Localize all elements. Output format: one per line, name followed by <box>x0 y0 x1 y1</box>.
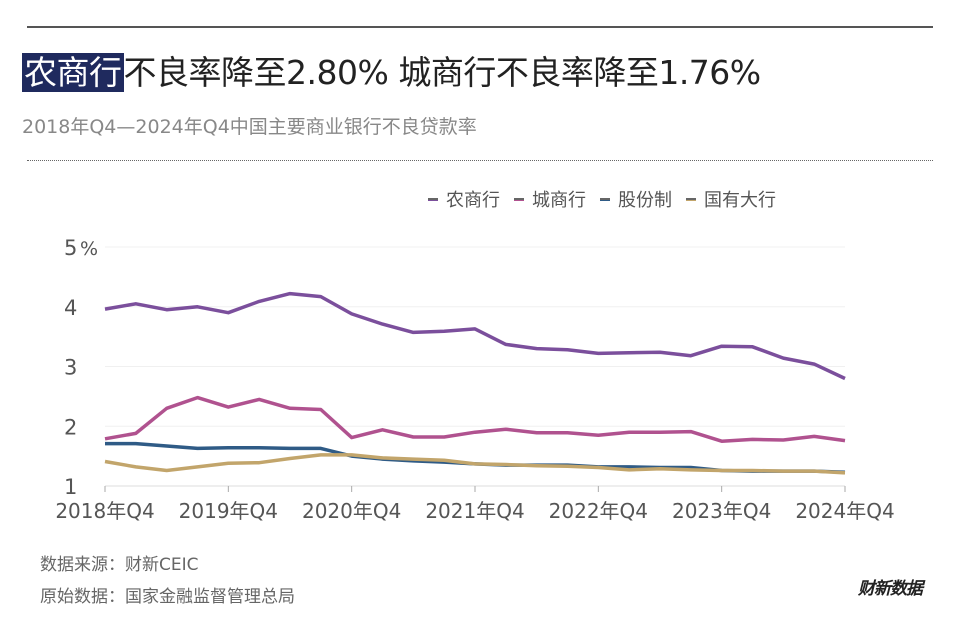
legend-swatch <box>600 197 610 201</box>
origin-note: 原始数据：国家金融监督管理总局 <box>40 587 295 607</box>
y-tick-label: 2 <box>64 415 77 439</box>
legend-item: 城商行 <box>514 186 586 212</box>
legend-swatch <box>514 197 524 201</box>
title-highlight: 农商行 <box>22 53 124 92</box>
y-tick-label: 1 <box>64 475 77 499</box>
legend-item: 股份制 <box>600 186 672 212</box>
title-text: 不良率降至2.80% 城商行不良率降至1.76% <box>123 53 762 92</box>
x-tick-label: 2020年Q4 <box>302 499 401 523</box>
top-rule <box>27 26 933 28</box>
x-tick-label: 2024年Q4 <box>795 499 894 523</box>
legend-label: 城商行 <box>532 190 586 211</box>
chart-subtitle: 2018年Q4—2024年Q4中国主要商业银行不良贷款率 <box>22 116 477 138</box>
legend-item: 农商行 <box>428 186 500 212</box>
x-tick-label: 2019年Q4 <box>179 499 278 523</box>
x-tick-label: 2018年Q4 <box>55 499 154 523</box>
series-line-城商行 <box>104 395 846 443</box>
y-tick-label: 4 <box>64 296 77 320</box>
x-tick-label: 2023年Q4 <box>672 499 771 523</box>
legend-swatch <box>686 197 696 201</box>
series-line-股份制 <box>105 441 846 475</box>
caixin-data-logo: 财新数据 <box>858 579 923 599</box>
legend-label: 农商行 <box>446 190 500 211</box>
y-tick-label: 5 <box>64 236 77 260</box>
source-note: 数据来源：财新CEIC <box>40 555 199 575</box>
series-line-国有大行 <box>104 453 846 475</box>
legend-label: 股份制 <box>618 190 672 211</box>
legend-item: 国有大行 <box>686 186 776 212</box>
legend-label: 国有大行 <box>704 190 776 211</box>
legend: 农商行 城商行 股份制 国有大行 <box>428 186 776 212</box>
x-tick-label: 2022年Q4 <box>549 499 648 523</box>
dotted-divider <box>27 160 933 161</box>
legend-swatch <box>428 197 438 201</box>
y-tick-label: 3 <box>64 356 77 380</box>
y-unit-label: % <box>80 238 98 260</box>
chart-title: 农商行不良率降至2.80% 城商行不良率降至1.76% <box>22 46 761 94</box>
series-line-农商行 <box>104 291 846 381</box>
x-tick-label: 2021年Q4 <box>425 499 524 523</box>
